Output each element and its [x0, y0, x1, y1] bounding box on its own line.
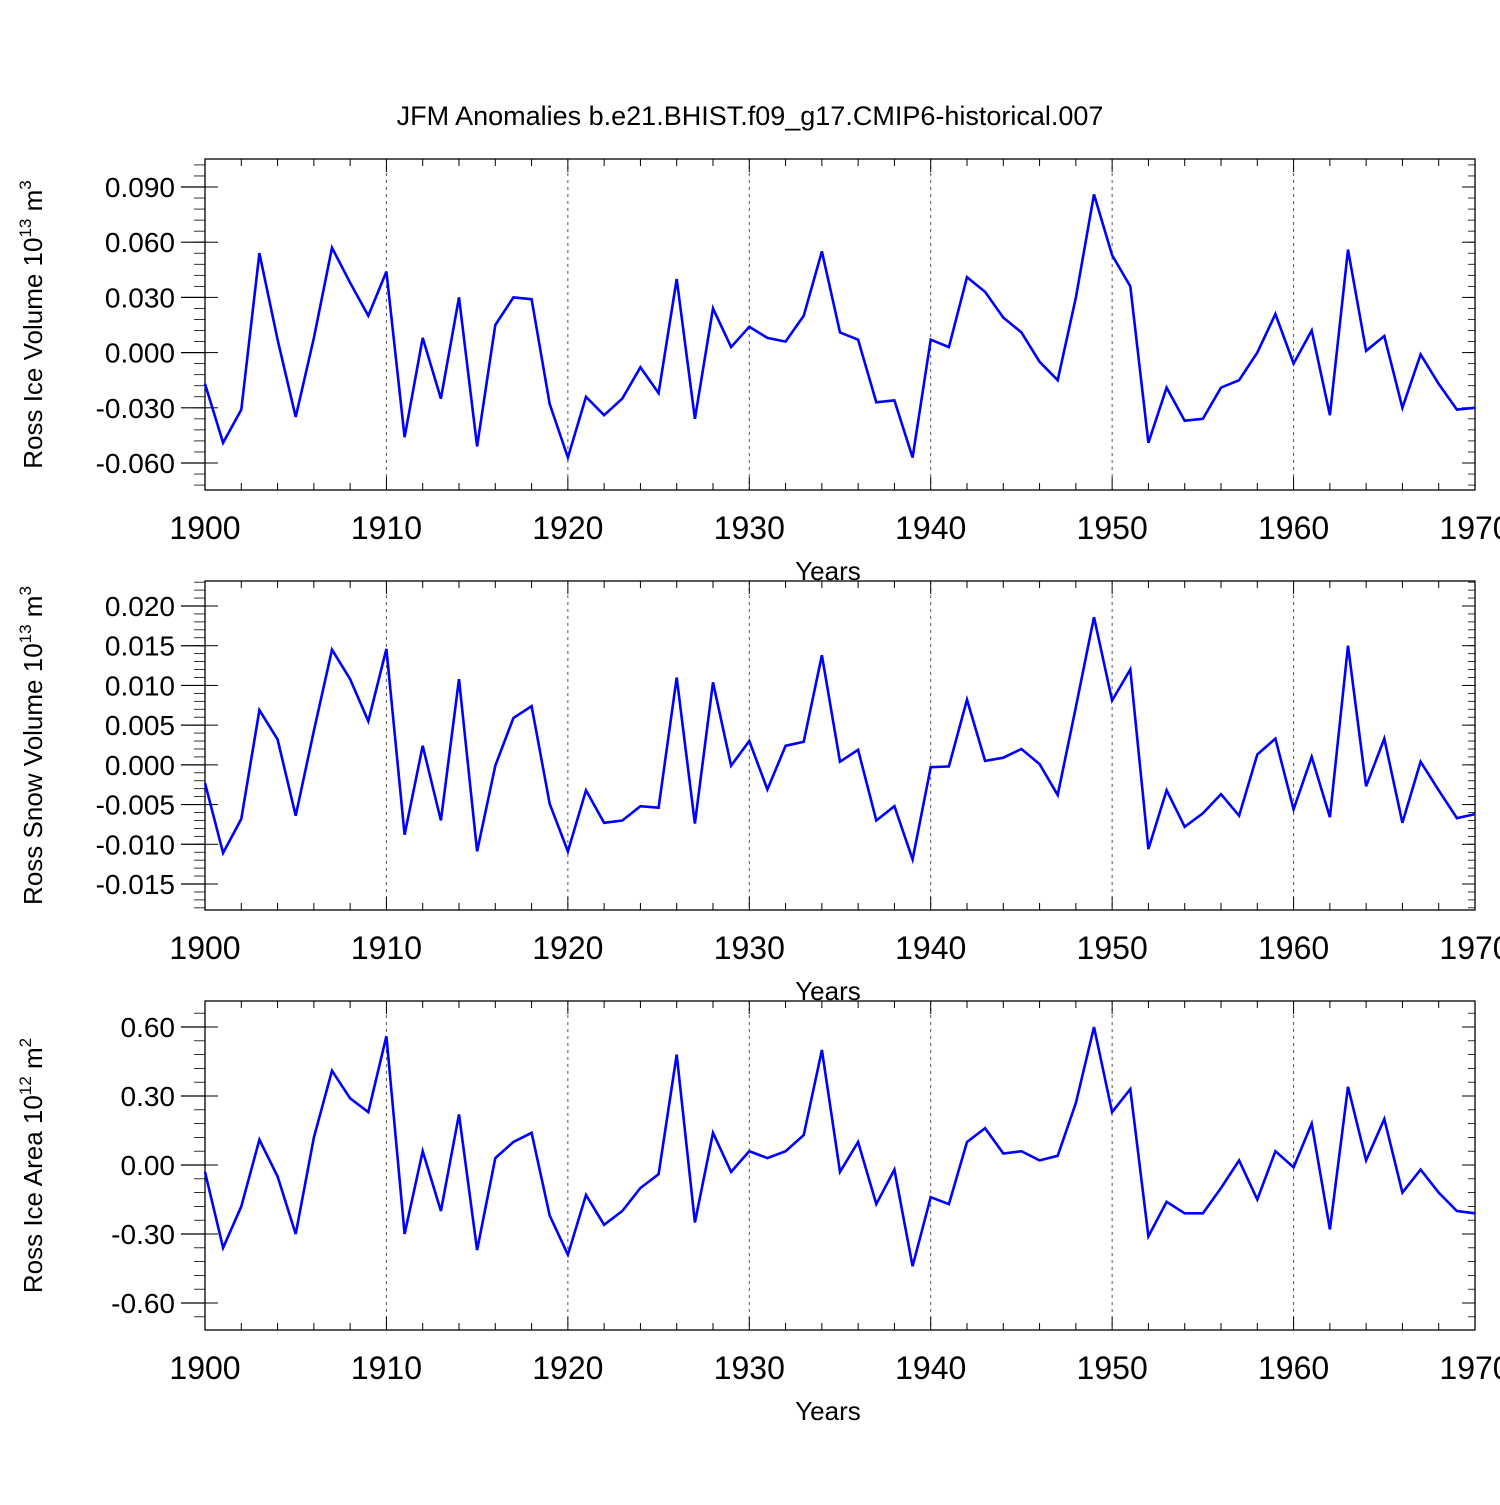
x-tick-label: 1940 — [895, 1350, 966, 1386]
y-tick-label: -0.010 — [96, 829, 175, 860]
y-tick-label: -0.060 — [96, 448, 175, 479]
x-tick-label: 1920 — [532, 930, 603, 966]
y-tick-label: 0.000 — [105, 750, 175, 781]
plot-frame — [204, 580, 1476, 911]
y-axis-label-power: 12 — [16, 1076, 35, 1095]
y-tick-label: 0.015 — [105, 631, 175, 662]
chart-panel-2: 0.020 0.015 0.010 0.005 0.000 -0.005 -0.010 -0.… — [16, 580, 1500, 1006]
x-tick-label: 1960 — [1258, 1350, 1329, 1386]
y-tick-label: 0.005 — [105, 710, 175, 741]
y-axis-label-text: Ross Ice Volume 10 — [18, 238, 48, 469]
x-tick-label: 1920 — [532, 1350, 603, 1386]
x-tick-label: 1970 — [1439, 930, 1500, 966]
y-axis-label-unit-exponent: 3 — [16, 180, 35, 189]
y-tick-label: 0.010 — [105, 670, 175, 701]
y-tick-label: -0.60 — [111, 1288, 175, 1319]
x-tick-label: 1910 — [351, 930, 422, 966]
y-tick-label: 0.30 — [121, 1081, 176, 1112]
y-axis-label-power: 13 — [16, 219, 35, 238]
x-axis-label: Years — [795, 1396, 861, 1426]
y-axis-label: Ross Ice Volume 1013 m3 — [16, 180, 48, 469]
y-tick-label: -0.005 — [96, 790, 175, 821]
y-axis-label-unit: m — [18, 596, 48, 625]
x-tick-label: 1950 — [1077, 1350, 1148, 1386]
x-tick-label: 1950 — [1077, 510, 1148, 546]
x-tick-label: 1930 — [714, 510, 785, 546]
x-tick-label: 1910 — [351, 510, 422, 546]
y-tick-label: 0.030 — [105, 282, 175, 313]
y-axis-label: Ross Snow Volume 1013 m3 — [16, 586, 48, 905]
y-tick-label: -0.015 — [96, 869, 175, 900]
y-tick-label: 0.000 — [105, 338, 175, 369]
x-tick-label: 1940 — [895, 510, 966, 546]
y-tick-label: -0.030 — [96, 393, 175, 424]
y-axis-label-text: Ross Snow Volume 10 — [18, 643, 48, 905]
x-tick-label: 1960 — [1258, 930, 1329, 966]
x-tick-label: 1930 — [714, 930, 785, 966]
data-series-line — [203, 1026, 1476, 1267]
y-tick-label: -0.30 — [111, 1219, 175, 1250]
plot-frame — [204, 158, 1476, 491]
x-tick-label: 1970 — [1439, 510, 1500, 546]
x-tick-label: 1940 — [895, 930, 966, 966]
chart-title: JFM Anomalies b.e21.BHIST.f09_g17.CMIP6-… — [397, 101, 1104, 131]
y-tick-label: 0.020 — [105, 591, 175, 622]
y-axis-label-text: Ross Ice Area 10 — [18, 1095, 48, 1293]
y-tick-label: 0.00 — [121, 1150, 176, 1181]
x-tick-label: 1920 — [532, 510, 603, 546]
x-tick-label: 1900 — [169, 510, 240, 546]
x-tick-label: 1930 — [714, 1350, 785, 1386]
y-axis-label-unit-exponent: 3 — [16, 586, 35, 595]
data-series-line — [203, 194, 1476, 462]
y-axis-label-unit: m — [18, 190, 48, 219]
chart-panel-3: 0.60 0.30 0.00 -0.30 -0.60 1900 1910 1920 1930 19… — [16, 1000, 1500, 1426]
data-series-line — [203, 616, 1476, 865]
y-axis-label: Ross Ice Area 1012 m2 — [16, 1038, 48, 1293]
y-tick-label: 0.060 — [105, 227, 175, 258]
y-axis-label-unit-exponent: 2 — [16, 1038, 35, 1047]
x-tick-label: 1970 — [1439, 1350, 1500, 1386]
x-tick-label: 1960 — [1258, 510, 1329, 546]
x-tick-label: 1910 — [351, 1350, 422, 1386]
chart-panel-1: 0.090 0.060 0.030 0.000 -0.030 -0.060 1900 1910… — [16, 158, 1500, 586]
y-tick-label: 0.090 — [105, 172, 175, 203]
x-tick-label: 1900 — [169, 1350, 240, 1386]
y-axis-label-unit: m — [18, 1047, 48, 1076]
x-tick-label: 1950 — [1077, 930, 1148, 966]
x-tick-label: 1900 — [169, 930, 240, 966]
y-tick-label: 0.60 — [121, 1012, 176, 1043]
y-axis-label-power: 13 — [16, 624, 35, 643]
